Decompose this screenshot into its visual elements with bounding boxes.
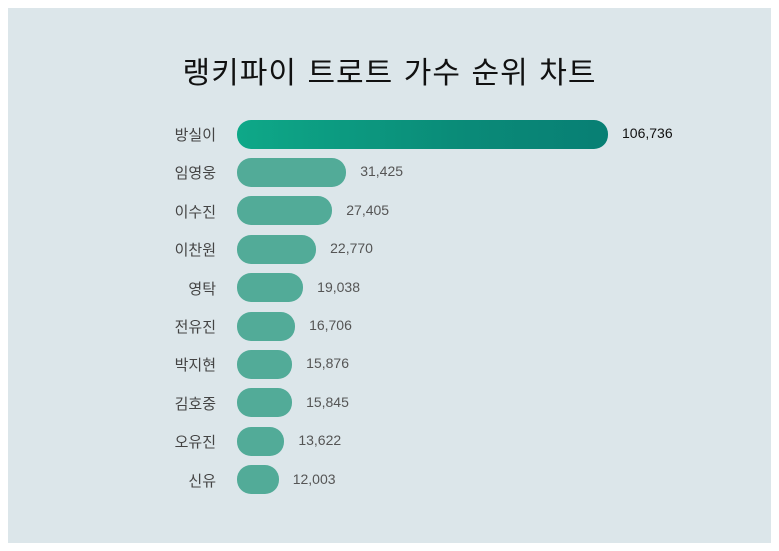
value-label: 22,770: [330, 240, 373, 257]
value-label: 15,876: [306, 355, 349, 372]
bar: [237, 273, 304, 303]
value-label: 12,003: [292, 470, 336, 487]
category-label: 영탁: [188, 279, 216, 298]
bar: [237, 157, 347, 187]
category-label: 신유: [188, 471, 216, 490]
value-label: 31,425: [360, 163, 404, 180]
chart-title: 랭키파이 트로트 가수 순위 차트: [182, 56, 597, 91]
bar: [237, 349, 293, 379]
bar: [237, 234, 317, 264]
category-label: 이찬원: [174, 241, 216, 260]
bar: [237, 119, 608, 149]
value-label: 16,706: [309, 317, 352, 333]
value-label: 27,405: [346, 201, 390, 218]
bar: [237, 426, 285, 456]
chart-panel: [8, 8, 771, 543]
category-label: 임영웅: [174, 164, 216, 183]
value-label: 13,622: [298, 432, 342, 449]
bar: [237, 465, 279, 495]
category-label: 박지현: [174, 356, 216, 375]
category-label: 오유진: [174, 433, 216, 452]
category-label: 이수진: [174, 202, 216, 221]
bar: [237, 311, 296, 341]
bar: [237, 196, 333, 226]
value-label: 19,038: [317, 278, 360, 295]
value-label: 15,845: [306, 393, 349, 410]
bar: [237, 388, 293, 418]
value-label: 106,736: [622, 125, 673, 141]
category-label: 김호중: [174, 394, 216, 413]
category-label: 전유진: [174, 318, 216, 336]
category-label: 방실이: [174, 126, 216, 144]
